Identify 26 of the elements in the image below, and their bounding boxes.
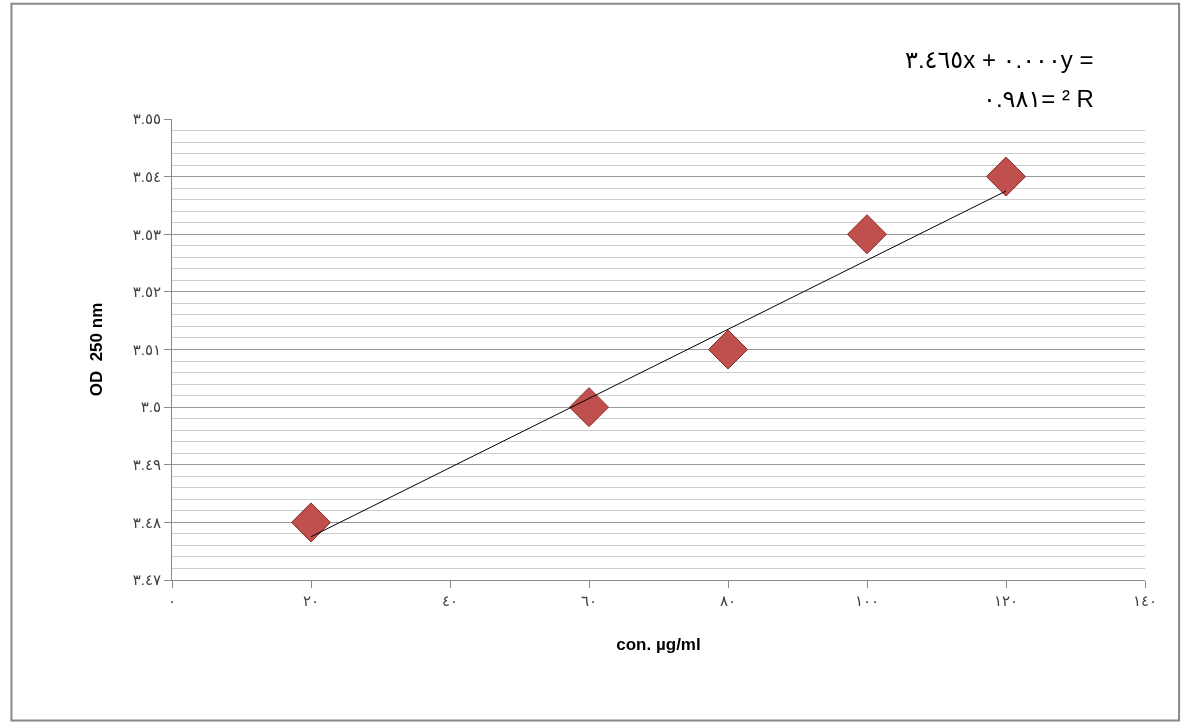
y-tick-label: ٣.٤٩ <box>132 456 161 473</box>
x-tick-label: ٠ <box>167 592 177 609</box>
x-tick-label: ٤٠ <box>441 592 459 609</box>
y-tick-label: ٣.٥٥ <box>132 110 161 128</box>
y-axis-title: OD 250 nm <box>87 302 107 397</box>
x-axis-title: con. µg/ml <box>616 635 701 655</box>
y-tick-label: ٣.٥٣ <box>132 225 161 243</box>
y-tick-label: ٣.٤٨ <box>132 513 161 531</box>
y-tick-label: ٣.٤٧ <box>132 571 161 589</box>
x-tick-label: ١٠٠ <box>854 592 880 609</box>
point <box>708 329 748 370</box>
y-tick-label: ٣.٥١ <box>132 340 161 358</box>
point <box>986 156 1026 197</box>
text: ٠.٩٨١= ² R <box>983 85 1094 112</box>
y-tick-label: ٣.٥ <box>140 398 161 416</box>
point <box>291 502 331 543</box>
x-tick-label: ٦٠ <box>580 592 598 609</box>
point <box>847 214 887 255</box>
x-tick-label: ٨٠ <box>719 592 737 609</box>
y-tick-label: ٣.٥٤ <box>132 167 161 185</box>
x-tick-label: ١٤٠ <box>1132 592 1158 609</box>
x-tick-label: ٢٠ <box>302 592 320 609</box>
text: ٣.٤٦٥x + ٠.٠٠٠y = <box>905 46 1094 73</box>
y-tick-label: ٣.٥٢ <box>132 283 161 301</box>
point <box>569 387 609 428</box>
x-tick-label: ١٢٠ <box>993 592 1019 609</box>
